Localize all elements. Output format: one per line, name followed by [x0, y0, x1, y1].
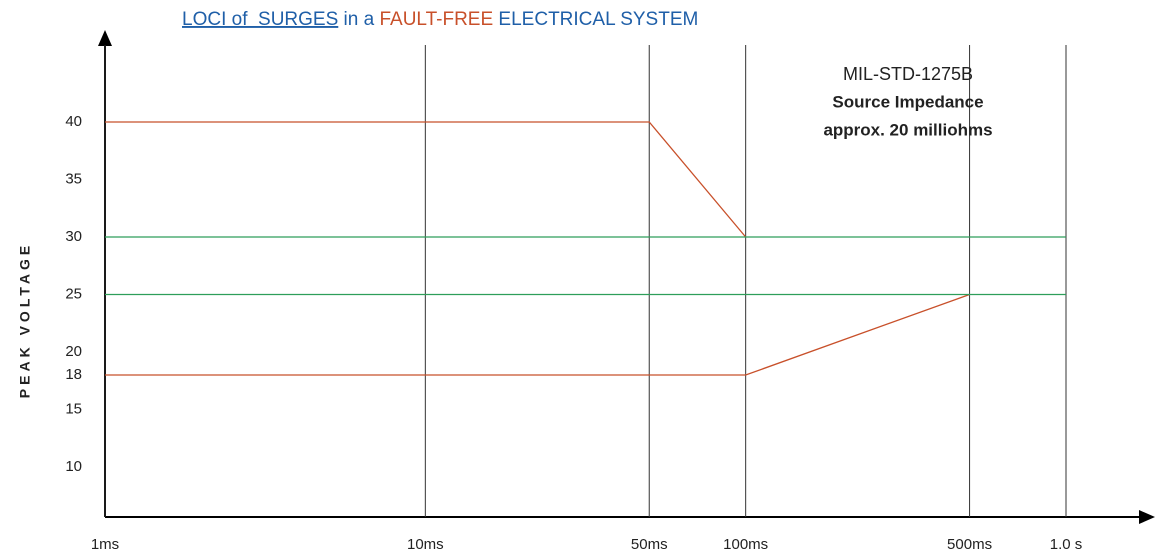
- x-tick-label: 10ms: [407, 536, 444, 553]
- annotation: Source Impedance: [832, 92, 983, 111]
- y-axis-arrow: [98, 30, 112, 46]
- y-tick-label: 25: [65, 285, 82, 302]
- y-axis-label: PEAK VOLTAGE: [17, 242, 33, 398]
- y-tick-label: 18: [65, 366, 82, 383]
- x-axis-arrow: [1139, 510, 1155, 524]
- y-tick-label: 35: [65, 170, 82, 187]
- title-part: in a: [338, 9, 379, 30]
- y-tick-label: 15: [65, 400, 82, 417]
- y-tick-label: 30: [65, 228, 82, 245]
- series-line: [105, 121, 747, 238]
- annotation: MIL-STD-1275B: [843, 64, 973, 84]
- series-line: [105, 293, 970, 376]
- x-tick-label: 50ms: [631, 536, 668, 553]
- x-tick-label: 1ms: [91, 536, 119, 553]
- chart-title: LOCI of SURGES in a FAULT-FREE ELECTRICA…: [182, 9, 698, 30]
- title-part: ELECTRICAL SYSTEM: [493, 9, 698, 30]
- y-tick-label: 40: [65, 113, 82, 130]
- x-tick-label: 500ms: [947, 536, 992, 553]
- title-part: LOCI of SURGES: [182, 9, 338, 30]
- y-tick-label: 10: [65, 458, 82, 475]
- x-tick-label: 1.0 s: [1050, 536, 1083, 553]
- annotation: approx. 20 milliohms: [823, 120, 992, 139]
- y-tick-label: 20: [65, 343, 82, 360]
- title-part: FAULT-FREE: [379, 9, 493, 30]
- x-tick-label: 100ms: [723, 536, 768, 553]
